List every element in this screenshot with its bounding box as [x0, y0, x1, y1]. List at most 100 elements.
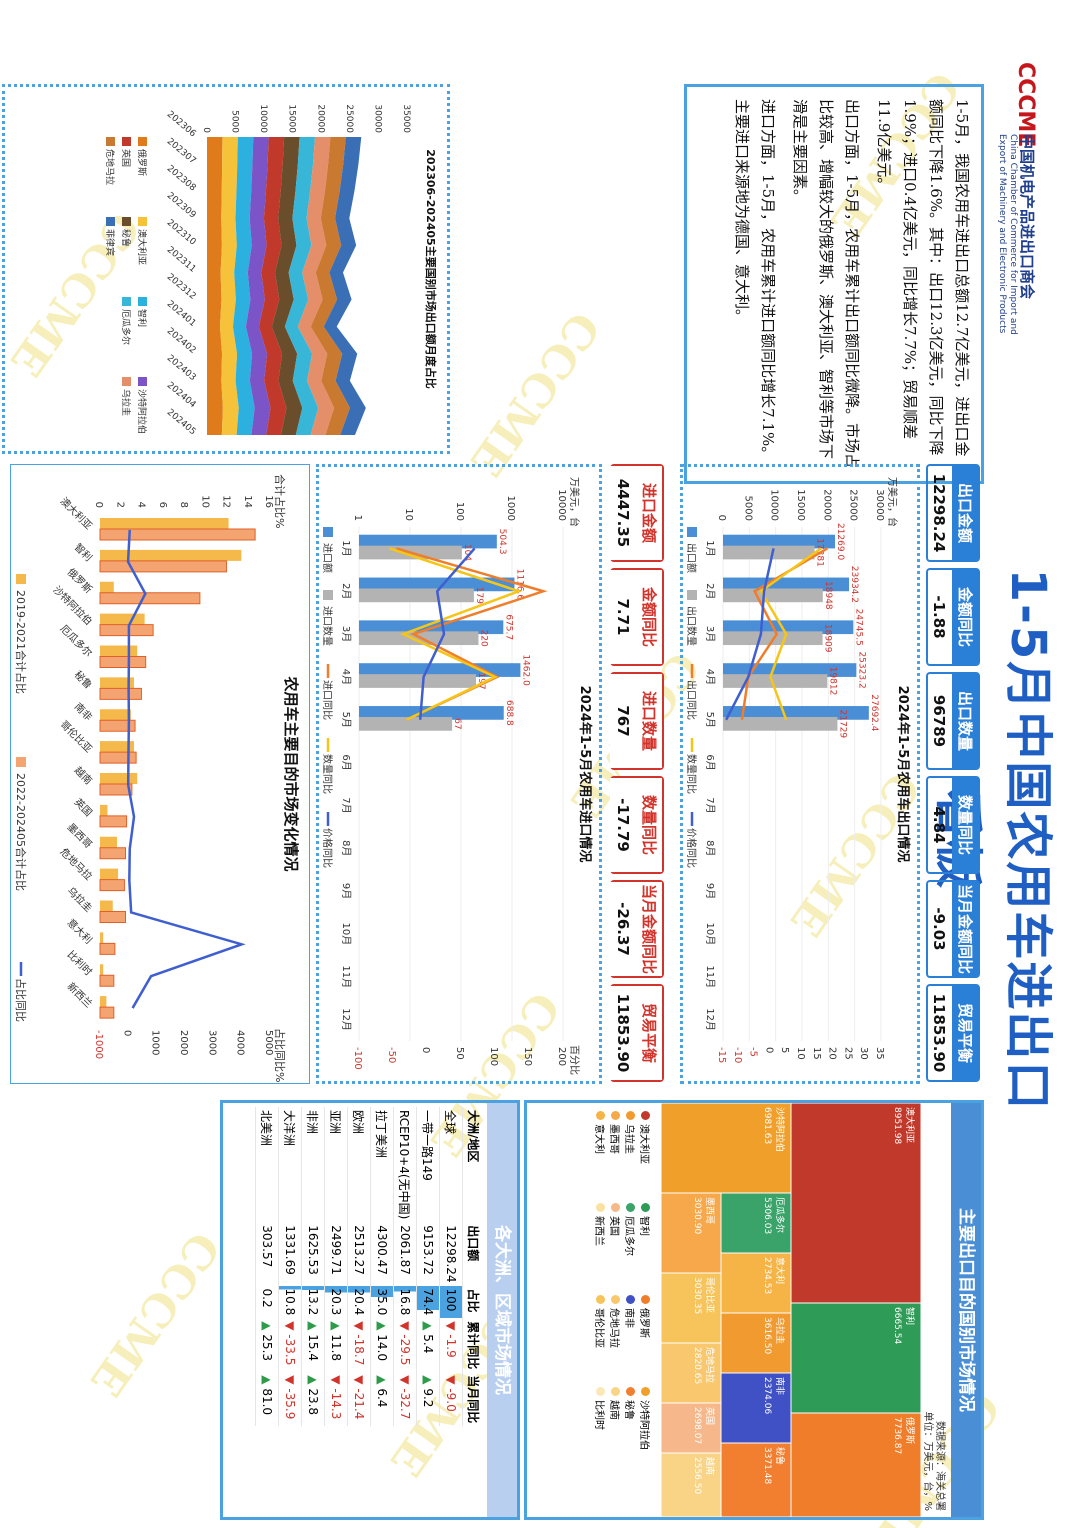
chart-title: 2024年1-5月农用车出口情况 — [895, 686, 911, 863]
market-y2-tick: 2000 — [178, 1030, 189, 1055]
area-legend-swatch — [122, 217, 131, 226]
export-kpi-card: 出口数量 96789 — [926, 672, 980, 770]
treemap-legend-label: 英国 — [608, 1216, 619, 1236]
table-cell-region-text: 非洲 — [305, 1110, 320, 1135]
export-kpi-value: -1.88 — [930, 595, 948, 639]
treemap-legend-label: 越南 — [608, 1400, 619, 1420]
bar-出口额 — [723, 577, 850, 592]
treemap-cell-name: 俄罗斯 — [904, 1417, 916, 1444]
bar-出口额 — [723, 706, 869, 720]
import-kpi-label: 数量同比 — [636, 778, 662, 872]
area-legend-swatch — [122, 297, 131, 306]
market-y2-tick: 1000 — [150, 1030, 161, 1055]
table-cell-export: 1625.53 — [301, 1222, 325, 1286]
bar-data-label: 27692.4 — [869, 694, 879, 731]
import-kpi-value: -26.37 — [610, 882, 636, 976]
summary-paragraph-export: 出口方面，1-5月，农用车累计出口额同比微降。市场占比较高、增幅较大的俄罗斯、澳… — [791, 99, 861, 469]
export-kpi-value: 4.84 — [930, 806, 948, 844]
summary-paragraph-import: 进口方面，1-5月，农用车累计进口额同比增长7.1%。主要进口来源地为德国、意大… — [733, 99, 777, 462]
import-kpi-card: 进口数量 767 — [610, 672, 664, 770]
market-bar — [99, 656, 147, 668]
bar-进口额 — [359, 706, 504, 720]
table-cell-export: 4300.47 — [370, 1222, 394, 1286]
y2-tick-label: -5 — [748, 1047, 759, 1057]
y2-tick-label: 15 — [811, 1047, 822, 1060]
treemap-legend-label: 沙特阿拉伯 — [638, 1400, 649, 1450]
table-cell-export: 9153.72 — [416, 1222, 440, 1286]
export-kpi-label: 金额同比 — [952, 570, 978, 664]
market-y-tick: 14 — [242, 495, 253, 508]
table-row: 欧洲 2513.27 20.4 ▼ -18.7 ▼ -21.4 — [347, 1107, 371, 1427]
treemap-legend-item: 乌拉圭 — [623, 1111, 638, 1203]
treemap-panel: 主要出口目的国别市场情况 数据来源：海关总署 单位：万美元，台，% 澳大利亚 89… — [524, 1100, 984, 1520]
treemap-cell-value: 3616.50 — [762, 1317, 772, 1354]
line-价格同比 — [418, 547, 476, 720]
table-cell-region: 大洋洲 — [278, 1107, 302, 1223]
market-bar — [99, 974, 115, 987]
import-kpi-label: 进口数量 — [636, 674, 662, 768]
table-cell-month-text: -32.7 — [398, 1388, 412, 1420]
treemap-cell-value: 3030.35 — [692, 1277, 702, 1314]
treemap-cell-name: 墨西哥 — [704, 1197, 715, 1224]
treemap-rect — [661, 1452, 722, 1517]
y2-tick-label: 20 — [827, 1047, 838, 1060]
area-band-危地马拉 — [310, 137, 350, 435]
table-cell-region: 一带一路149 — [416, 1107, 440, 1223]
treemap-legend-label: 危地马拉 — [608, 1308, 619, 1348]
table-cell-share: 74.4 — [416, 1285, 440, 1319]
table-cell-month: ▲ 9.2 — [416, 1372, 440, 1427]
treemap-legend-item: 哥伦比亚 — [593, 1295, 608, 1387]
y2-tick-label: -100 — [352, 1047, 363, 1070]
area-y-tick: 35000 — [401, 104, 411, 133]
import-kpi-value: 4447.35 — [610, 466, 636, 560]
treemap-legend-item: 新西兰 — [593, 1203, 608, 1295]
treemap-legend-item: 比利时 — [593, 1387, 608, 1479]
treemap-legend-item: 澳大利亚 — [638, 1111, 653, 1203]
market-bar — [100, 996, 107, 1008]
market-bar — [100, 964, 104, 976]
area-legend-swatch — [138, 377, 147, 386]
area-chart-amount-panel: 202306-202405主要国别市场出口额月度占比 0 5000 10000 1500… — [2, 84, 450, 454]
y-tick-label: 100 — [454, 502, 465, 521]
import-kpi-label: 当月金额同比 — [636, 882, 662, 976]
x-tick-label: 12月 — [340, 1008, 352, 1031]
arrow-up-icon: ▲ — [421, 1375, 435, 1389]
table-cell-month-text: 81.0 — [260, 1388, 274, 1416]
treemap-cell-value: 2556.50 — [692, 1457, 702, 1494]
export-kpi-card: 当月金额同比 -9.03 — [926, 880, 980, 978]
legend-dot-icon — [611, 1387, 620, 1396]
region-table: 大洲/地区 出口额 占比 累计同比 当月同比 全球 12298.24 100 ▼ -1.9 ▼ -… — [255, 1107, 485, 1427]
import-kpi-label: 进口金额 — [636, 466, 662, 560]
market-legend-swatch — [16, 757, 26, 767]
area-band-智利 — [232, 137, 255, 435]
bar-出口额 — [723, 620, 854, 635]
table-cell-month-text: 6.4 — [375, 1388, 389, 1408]
market-bar — [99, 783, 133, 796]
legend-dot-icon — [611, 1203, 620, 1212]
table-cell-region-text: RCEP10+4(无中国) — [397, 1110, 412, 1220]
area-band-澳大利亚 — [219, 137, 239, 435]
area-legend-swatch — [106, 217, 115, 226]
area-y-tick: 10000 — [258, 104, 268, 133]
bar-data-label: 18909 — [823, 624, 833, 653]
area-band-英国 — [258, 137, 287, 435]
import-kpi-value: 11853.90 — [610, 986, 636, 1080]
table-cell-export-text: 2499.71 — [329, 1225, 343, 1275]
table-cell-region: 北美洲 — [255, 1107, 279, 1223]
export-kpi-label: 出口数量 — [952, 674, 978, 768]
area-band-菲律宾 — [323, 137, 366, 435]
y-tick-label: 1000 — [505, 496, 516, 521]
export-kpi-label: 数量同比 — [952, 778, 978, 872]
market-bar — [100, 773, 138, 784]
legend-label: 出口数量 — [685, 606, 698, 646]
x-tick-label: 7月 — [704, 797, 716, 813]
cccme-logo-mark: CCCME — [1013, 62, 1038, 148]
table-cell-ytd: ▲ 11.8 — [324, 1318, 348, 1373]
market-bar — [99, 911, 126, 923]
table-cell-region-text: 大洋洲 — [282, 1110, 297, 1147]
table-cell-share-text: 20.4 — [352, 1288, 366, 1316]
x-tick-label: 11月 — [704, 965, 716, 988]
summary-paragraph-total: 1-5月，我国农用车进出口总额12.7亿美元，进出口金额同比下降1.6%。其中：… — [875, 99, 971, 457]
